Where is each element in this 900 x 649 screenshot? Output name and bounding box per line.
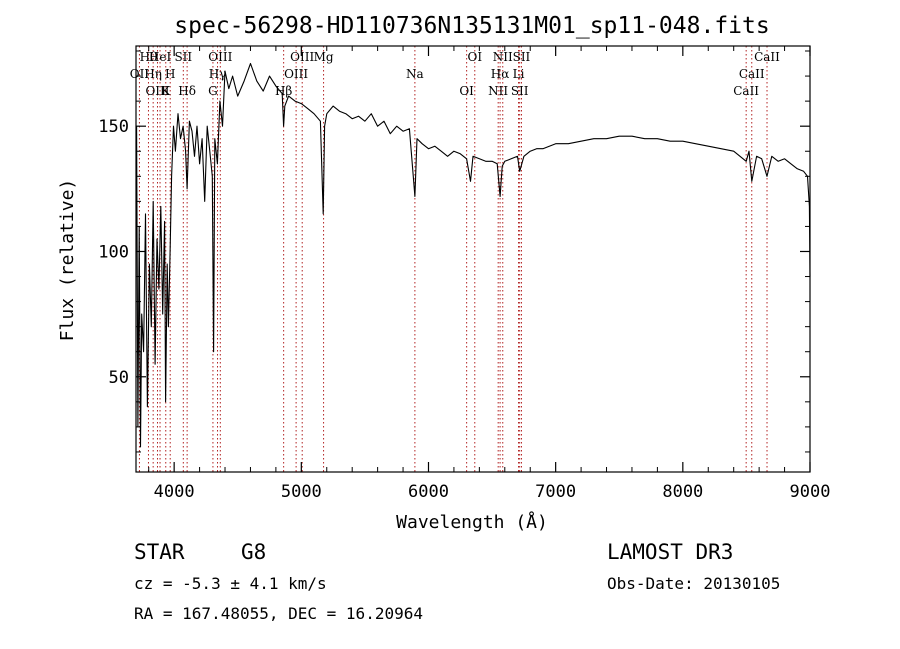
x-tick-label: 9000 bbox=[790, 482, 831, 502]
y-tick-label: 150 bbox=[98, 117, 129, 137]
y-tick-label: 50 bbox=[109, 368, 129, 388]
spectral-line-label: K bbox=[161, 84, 171, 98]
spectral-line-label: OIII bbox=[208, 50, 232, 64]
spectral-line-label: NII bbox=[488, 84, 508, 98]
x-tick-label: 5000 bbox=[281, 482, 322, 502]
spectral-line-label: OII bbox=[130, 67, 150, 81]
redshift-label: cz = -5.3 ± 4.1 km/s bbox=[134, 574, 327, 593]
x-tick-label: 6000 bbox=[408, 482, 449, 502]
spectral-line-label: OIII bbox=[290, 50, 314, 64]
spectral-line-label: CaII bbox=[754, 50, 780, 64]
spectral-line-label: OIII bbox=[284, 67, 308, 81]
spectral-line-label: Hβ bbox=[275, 84, 292, 98]
chart-title: spec-56298-HD110736N135131M01_sp11-048.f… bbox=[174, 13, 769, 39]
spectrum-series bbox=[136, 62, 811, 448]
subclass-label: G8 bbox=[241, 540, 267, 564]
spectral-line-label: SII bbox=[174, 50, 192, 64]
spectral-line-label: Hθ bbox=[140, 50, 158, 64]
coordinates-label: RA = 167.48055, DEC = 16.20964 bbox=[134, 604, 423, 623]
spectral-line-label: H bbox=[165, 67, 175, 81]
spectral-line-label: Mg bbox=[314, 50, 334, 64]
spectral-line-label: HeI bbox=[149, 50, 172, 64]
spectral-line-label: OIII bbox=[145, 84, 169, 98]
spectral-line-label: G bbox=[208, 84, 218, 98]
spectral-line-label: SII bbox=[513, 50, 531, 64]
spectral-line-label: Li bbox=[513, 67, 525, 81]
x-axis-title: Wavelength (Å) bbox=[396, 511, 548, 533]
spectral-line-labels: Hθ OII OIII HeI Hη K SII HHδ OIII Hγ G OIII OIII Hβ Mg… bbox=[130, 50, 780, 98]
spectrum-line-series-0 bbox=[136, 62, 811, 448]
x-tick-label: 7000 bbox=[535, 482, 576, 502]
spectral-line-label: OI bbox=[467, 50, 482, 64]
x-tick-label: 4000 bbox=[154, 482, 195, 502]
y-tick-label: 100 bbox=[98, 242, 129, 262]
spectral-line-label: Hδ bbox=[178, 84, 196, 98]
obs-date-label: Obs-Date: 20130105 bbox=[607, 574, 781, 593]
object-class-label: STAR bbox=[134, 540, 185, 564]
x-tick-label: 8000 bbox=[662, 482, 703, 502]
spectral-line-label: SII bbox=[511, 84, 529, 98]
plot-frame bbox=[135, 45, 811, 473]
survey-label: LAMOST DR3 bbox=[607, 540, 734, 564]
spectral-line-markers bbox=[138, 46, 768, 472]
spectral-line-label: Na bbox=[406, 67, 424, 81]
spectral-line-label: NII bbox=[493, 50, 513, 64]
y-axis-title: Flux (relative) bbox=[57, 179, 78, 342]
spectral-line-label: Hα bbox=[491, 67, 510, 81]
spectral-line-label: OI bbox=[459, 84, 474, 98]
spectral-line-label: CaII bbox=[733, 84, 759, 98]
spectral-line-label: Hγ bbox=[209, 67, 227, 81]
spectral-line-label: Hη bbox=[144, 67, 162, 81]
axis-ticks: 4000 5000 6000 7000 8000 9000 50 100 150 bbox=[98, 46, 830, 502]
spectral-line-label: CaII bbox=[739, 67, 765, 81]
